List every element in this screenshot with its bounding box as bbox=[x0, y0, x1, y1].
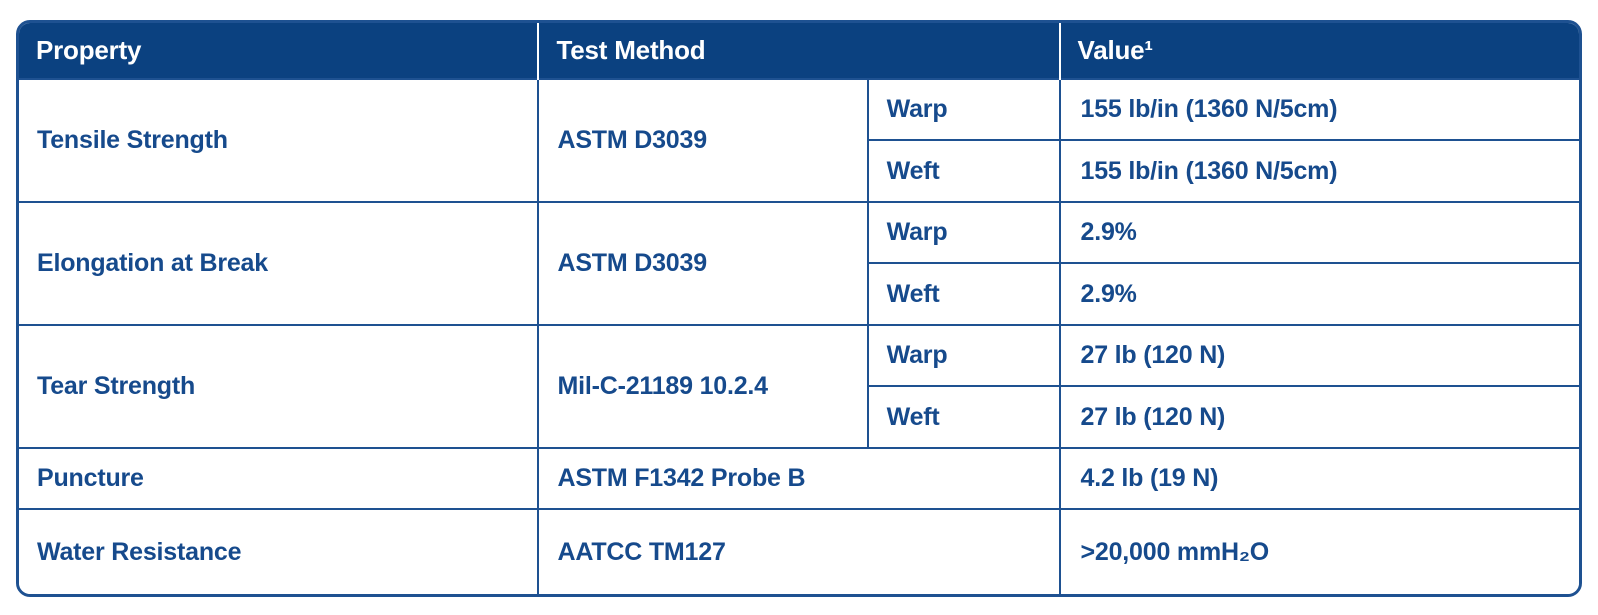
cell-value: 155 lb/in (1360 N/5cm) bbox=[1058, 139, 1579, 203]
cell-property: Tensile Strength bbox=[19, 78, 540, 203]
header-property: Property bbox=[19, 23, 540, 79]
cell-value: 4.2 lb (19 N) bbox=[1058, 446, 1579, 511]
cell-value: 2.9% bbox=[1058, 262, 1579, 326]
cell-value: >20,000 mmH₂O bbox=[1058, 508, 1579, 594]
cell-direction: Warp bbox=[866, 323, 1061, 388]
cell-value: 155 lb/in (1360 N/5cm) bbox=[1058, 77, 1579, 142]
table-row: Weft 155 lb/in (1360 N/5cm) bbox=[19, 139, 1579, 203]
cell-direction: Weft bbox=[866, 139, 1061, 203]
cell-test-method: ASTM D3039 bbox=[537, 200, 869, 326]
material-properties-table: Property Test Method Value¹ Tensile Stre… bbox=[16, 20, 1582, 597]
cell-direction: Weft bbox=[866, 385, 1061, 449]
cell-test-method: ASTM F1342 Probe B bbox=[537, 446, 1061, 511]
header-value: Value¹ bbox=[1059, 23, 1579, 79]
header-test-method: Test Method bbox=[538, 23, 1061, 79]
spec-table: Property Test Method Value¹ Tensile Stre… bbox=[19, 23, 1579, 594]
table-body: Tensile Strength ASTM D3039 Warp 155 lb/… bbox=[19, 77, 1579, 594]
table-header: Property Test Method Value¹ bbox=[19, 23, 1579, 79]
table-row: Water Resistance AATCC TM127 >20,000 mmH… bbox=[19, 508, 1579, 594]
table-row: Tear Strength Mil-C-21189 10.2.4 Warp 27… bbox=[19, 323, 1579, 449]
table-row: Puncture ASTM F1342 Probe B 4.2 lb (19 N… bbox=[19, 446, 1579, 511]
cell-property: Puncture bbox=[19, 446, 540, 511]
table-row: Tensile Strength ASTM D3039 Warp 155 lb/… bbox=[19, 77, 1579, 203]
table-row: Elongation at Break ASTM D3039 Warp 2.9% bbox=[19, 200, 1579, 326]
cell-test-method: AATCC TM127 bbox=[537, 508, 1061, 594]
cell-direction: Weft bbox=[866, 262, 1061, 326]
cell-property: Elongation at Break bbox=[19, 200, 540, 326]
cell-value: 27 lb (120 N) bbox=[1058, 323, 1579, 388]
cell-property: Water Resistance bbox=[19, 508, 540, 594]
cell-property: Tear Strength bbox=[19, 323, 540, 449]
cell-test-method: ASTM D3039 bbox=[537, 78, 869, 203]
table-row: Weft 2.9% bbox=[19, 262, 1579, 326]
cell-value: 2.9% bbox=[1058, 200, 1579, 265]
cell-direction: Warp bbox=[866, 77, 1061, 142]
cell-direction: Warp bbox=[866, 200, 1061, 265]
table-row: Weft 27 lb (120 N) bbox=[19, 385, 1579, 449]
cell-test-method: Mil-C-21189 10.2.4 bbox=[537, 323, 869, 449]
header-row: Property Test Method Value¹ bbox=[19, 23, 1579, 79]
cell-value: 27 lb (120 N) bbox=[1058, 385, 1579, 449]
